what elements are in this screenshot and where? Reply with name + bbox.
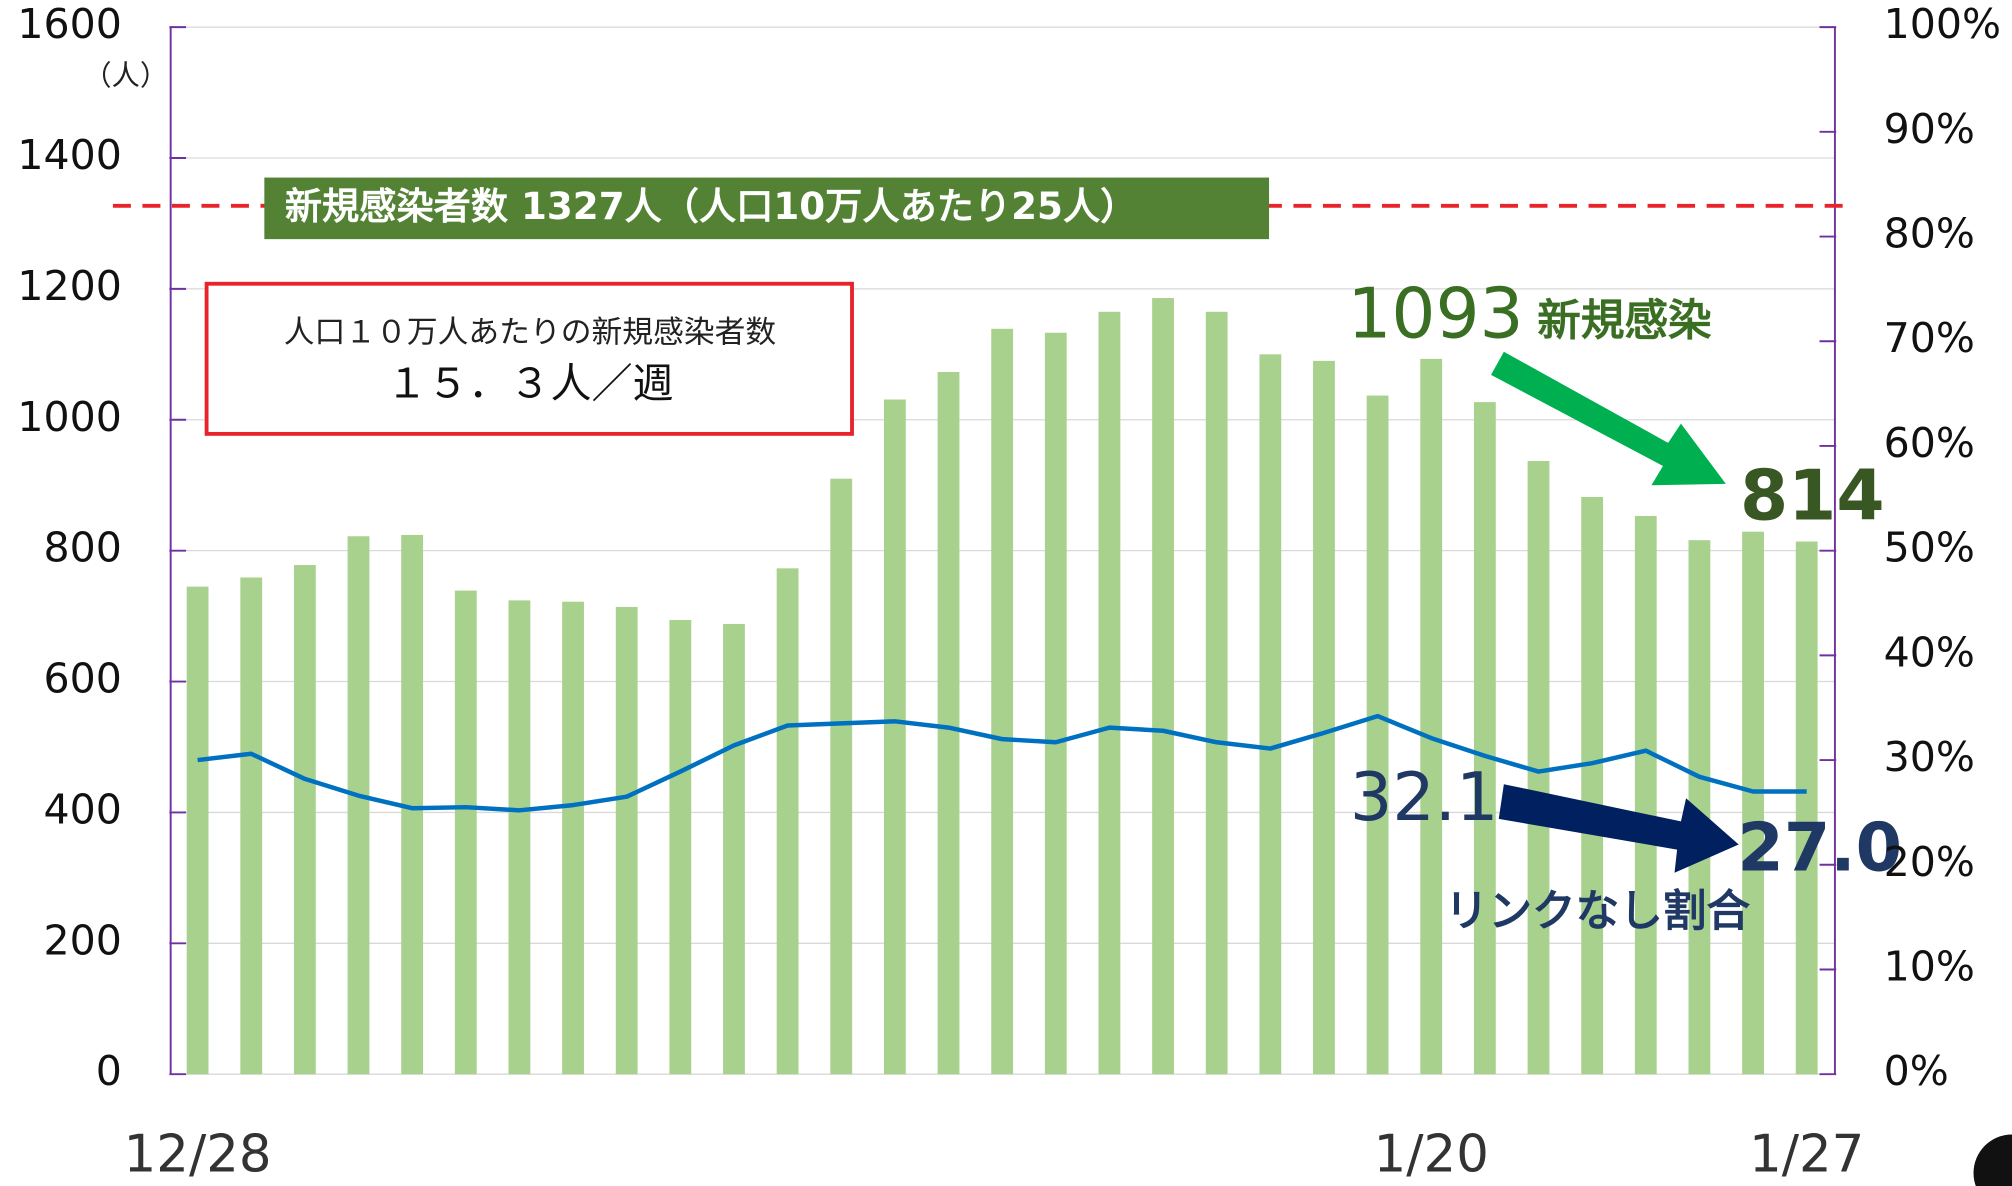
bar — [1527, 461, 1550, 1075]
y-tick-label: 1000 — [17, 393, 121, 441]
bar — [186, 586, 209, 1075]
y2-tick-label: 90% — [1884, 105, 1975, 153]
cases-label: 新規感染 — [1537, 297, 1712, 347]
x-tick-label: 12/28 — [124, 1125, 272, 1185]
ratio-arrow — [1498, 784, 1739, 873]
ratio-start: 32.1 — [1350, 758, 1499, 836]
y-tick-label: 1200 — [17, 262, 121, 310]
y2-tick-label: 50% — [1884, 524, 1975, 572]
bar — [1581, 496, 1604, 1075]
y-tick-label: 1400 — [17, 131, 121, 179]
labels: 0 200 400 600 800 1000 1200 1400 1600 0% 10% 20% 30%… — [17, 0, 2001, 1184]
page-badge — [1973, 1134, 2012, 1186]
cases-start: 1093 — [1347, 274, 1523, 354]
y-tick-label: 600 — [44, 655, 122, 703]
info-box — [204, 281, 854, 436]
reference: 新規感染者数 1327人（人口10万人あたり25人） — [112, 177, 1855, 240]
bar — [991, 328, 1014, 1075]
x-tick-label: 1/20 — [1374, 1125, 1489, 1185]
bar — [293, 565, 316, 1075]
bar — [937, 372, 960, 1075]
bar — [776, 568, 799, 1075]
bar — [562, 601, 584, 1075]
y2-tick-label: 60% — [1884, 419, 1975, 467]
cases-end: 814 — [1740, 457, 1885, 537]
bar — [1420, 358, 1443, 1075]
line-series — [197, 713, 1807, 813]
bar — [454, 590, 477, 1075]
y-tick-label: 1600 — [17, 0, 121, 48]
y-tick-label: 200 — [44, 916, 122, 964]
bar — [615, 606, 638, 1075]
bar — [669, 620, 692, 1075]
y2-tick-label: 70% — [1884, 314, 1975, 362]
x-tick-label: 1/27 — [1749, 1125, 1864, 1185]
info-line2: １５．３人／週 — [386, 359, 673, 407]
y2-tick-label: 40% — [1884, 628, 1975, 676]
y-unit: （人） — [83, 59, 168, 92]
y-tick-label: 800 — [44, 524, 122, 572]
bars — [186, 298, 1818, 1075]
bar — [1366, 395, 1389, 1075]
bar — [1742, 531, 1764, 1075]
bar — [883, 399, 906, 1075]
bar — [1688, 540, 1711, 1075]
y2-tick-label: 100% — [1884, 0, 2001, 48]
y-tick-label: 400 — [44, 785, 122, 833]
bar — [723, 623, 745, 1075]
ratio-label: リンクなし割合 — [1445, 887, 1751, 937]
y2-tick-label: 30% — [1884, 733, 1975, 781]
y-tick-label: 0 — [96, 1047, 122, 1095]
bar — [240, 577, 263, 1075]
info-line1: 人口１０万人あたりの新規感染者数 — [284, 314, 777, 350]
bar — [1313, 360, 1335, 1075]
y2-tick-label: 80% — [1884, 210, 1975, 258]
bar — [1044, 332, 1067, 1075]
bar — [1634, 515, 1657, 1075]
bar — [830, 478, 853, 1075]
bar — [1259, 354, 1282, 1075]
bar — [508, 600, 531, 1075]
bar — [401, 534, 424, 1075]
y2-tick-label: 20% — [1884, 838, 1975, 886]
cases-arrow — [1491, 351, 1726, 486]
ratio-line — [197, 713, 1807, 813]
y2-tick-label: 10% — [1884, 942, 1975, 990]
bar — [1152, 298, 1174, 1075]
y2-tick-label: 0% — [1884, 1047, 1949, 1095]
bar — [1205, 311, 1228, 1075]
bar — [347, 536, 370, 1075]
reference-label-bg — [264, 177, 1270, 240]
bar — [1098, 311, 1121, 1075]
ratio-end: 27.0 — [1737, 808, 1902, 886]
bar — [1795, 541, 1818, 1075]
bar — [1473, 402, 1496, 1075]
reference-label: 新規感染者数 1327人（人口10万人あたり25人） — [285, 184, 1138, 228]
